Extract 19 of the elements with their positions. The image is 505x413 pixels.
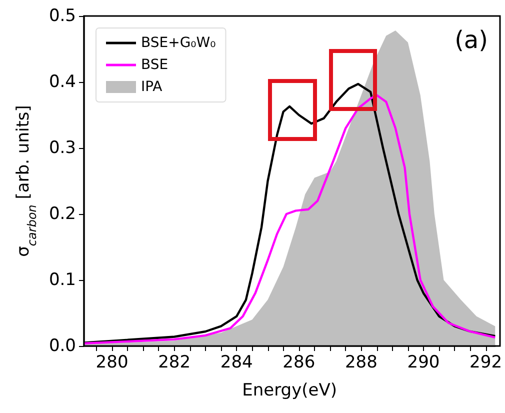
x-tick-label: 282: [158, 352, 191, 372]
y-axis-title: σcarbon [arb. units]: [14, 105, 40, 257]
legend-label: BSE+G₀W₀: [141, 35, 216, 51]
x-axis-title: Energy(eV): [242, 380, 337, 400]
annotation: (a): [454, 26, 488, 54]
y-tick-label: 0.4: [48, 72, 76, 92]
legend-label: IPA: [141, 79, 163, 95]
x-tick-label: 286: [282, 352, 316, 372]
y-tick-label: 0.3: [48, 138, 76, 158]
y-tick-label: 0.1: [48, 270, 76, 290]
x-tick-label: 280: [96, 352, 128, 372]
y-tick-label: 0.0: [48, 336, 76, 356]
x-tick-label: 288: [344, 352, 378, 372]
y-tick-label: 0.2: [48, 204, 76, 224]
x-tick-label: 290: [407, 352, 440, 372]
y-tick-label: 0.5: [48, 6, 76, 26]
x-tick-label: 292: [470, 352, 502, 372]
x-tick-label: 284: [220, 352, 253, 372]
legend-label: BSE: [141, 57, 168, 73]
